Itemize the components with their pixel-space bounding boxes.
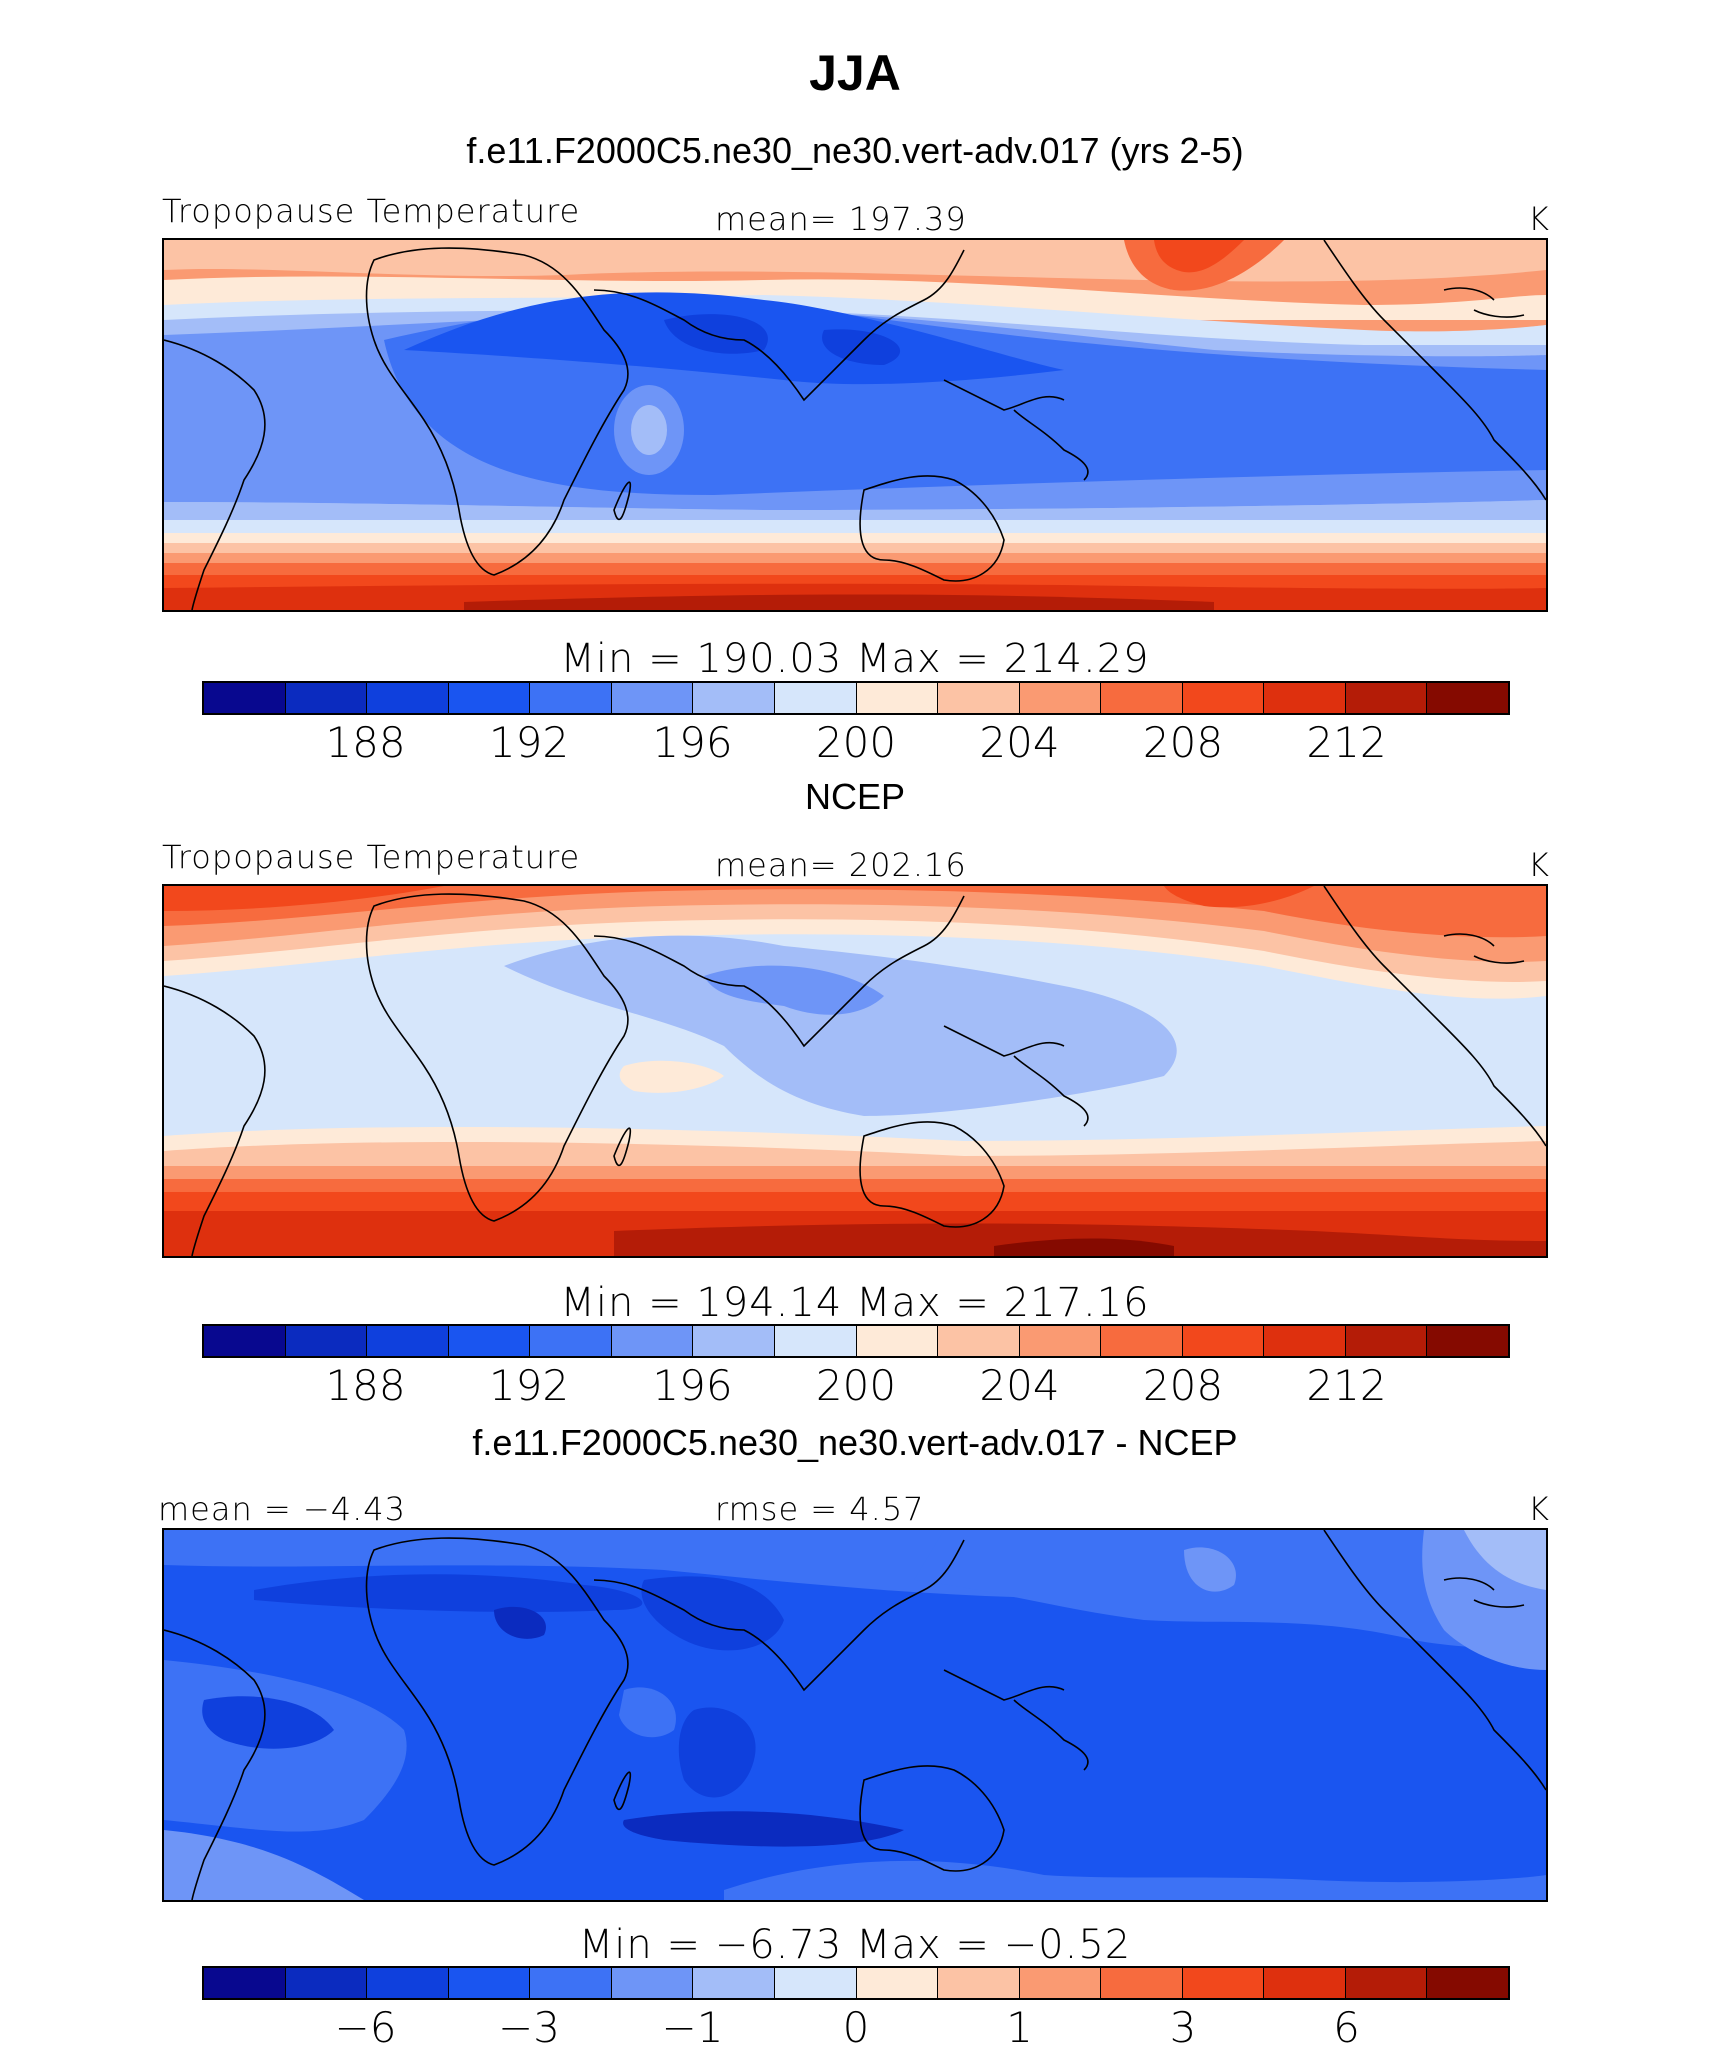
- colorbar-swatch: [938, 1968, 1020, 1998]
- colorbar-swatch: [1101, 1326, 1183, 1356]
- panel-1-minmax: Min = 190.03 Max = 214.29: [560, 636, 1150, 682]
- panel-3-left-label: mean = −4.43: [158, 1490, 406, 1528]
- colorbar-swatch: [1019, 1968, 1102, 1998]
- panel-3-colorbar: [202, 1966, 1510, 2000]
- colorbar-tick-label: −6: [334, 2003, 397, 2052]
- colorbar-swatch: [1427, 1968, 1508, 1998]
- colorbar-swatch: [1182, 683, 1265, 713]
- colorbar-tick-label: 188: [325, 1361, 406, 1410]
- colorbar-swatch: [1182, 1326, 1265, 1356]
- colorbar-swatch: [1345, 683, 1428, 713]
- panel-1-left-label: Tropopause Temperature: [162, 192, 581, 230]
- colorbar-swatch: [693, 683, 775, 713]
- colorbar-swatch: [611, 683, 694, 713]
- colorbar-tick-label: 204: [979, 718, 1060, 767]
- colorbar-swatch: [204, 1968, 286, 1998]
- colorbar-tick-label: −1: [661, 2003, 724, 2052]
- colorbar-swatch: [1101, 1968, 1183, 1998]
- colorbar-tick-label: 196: [652, 1361, 733, 1410]
- colorbar-swatch: [856, 1326, 939, 1356]
- panel-3-units-label: K: [1528, 1490, 1550, 1528]
- figure-title: JJA: [809, 45, 901, 101]
- colorbar-swatch: [285, 1326, 368, 1356]
- colorbar-swatch: [1427, 1326, 1508, 1356]
- colorbar-tick-label: 212: [1306, 1361, 1387, 1410]
- colorbar-tick-label: 192: [488, 718, 570, 767]
- colorbar-swatch: [1264, 1968, 1346, 1998]
- colorbar-tick-label: 208: [1142, 1361, 1224, 1410]
- colorbar-swatch: [1182, 1968, 1265, 1998]
- colorbar-swatch: [1101, 683, 1183, 713]
- colorbar-swatch: [1019, 683, 1102, 713]
- colorbar-swatch: [938, 1326, 1020, 1356]
- colorbar-swatch: [856, 1968, 939, 1998]
- colorbar-swatch: [1345, 1968, 1428, 1998]
- colorbar-swatch: [367, 1968, 449, 1998]
- colorbar-swatch: [611, 1326, 694, 1356]
- colorbar-swatch: [285, 1968, 368, 1998]
- colorbar-swatch: [530, 1326, 612, 1356]
- colorbar-swatch: [530, 1968, 612, 1998]
- panel-1-map: [162, 238, 1548, 612]
- colorbar-tick-label: 196: [652, 718, 733, 767]
- colorbar-swatch: [938, 683, 1020, 713]
- panel-2-left-label: Tropopause Temperature: [162, 838, 581, 876]
- colorbar-swatch: [774, 683, 857, 713]
- panel-3-case-title: f.e11.F2000C5.ne30_ne30.vert-adv.017 - N…: [472, 1422, 1238, 1463]
- colorbar-swatch: [448, 1326, 531, 1356]
- colorbar-tick-label: 188: [325, 718, 406, 767]
- colorbar-swatch: [1264, 1326, 1346, 1356]
- colorbar-tick-label: 208: [1142, 718, 1224, 767]
- colorbar-tick-label: 1: [1006, 2003, 1033, 2052]
- colorbar-swatch: [367, 683, 449, 713]
- colorbar-tick-label: 200: [815, 718, 897, 767]
- panel-2-case-title: NCEP: [804, 776, 906, 817]
- colorbar-swatch: [285, 683, 368, 713]
- panel-1-colorbar: [202, 681, 1510, 715]
- colorbar-swatch: [204, 1326, 286, 1356]
- colorbar-tick-label: 0: [842, 2003, 870, 2052]
- colorbar-swatch: [774, 1326, 857, 1356]
- panel-1-case-title: f.e11.F2000C5.ne30_ne30.vert-adv.017 (yr…: [466, 130, 1244, 171]
- panel-1-center-label: mean= 197.39: [715, 200, 967, 238]
- colorbar-tick-label: 6: [1333, 2003, 1360, 2052]
- colorbar-swatch: [1427, 683, 1508, 713]
- colorbar-swatch: [693, 1968, 775, 1998]
- panel-3-minmax: Min = −6.73 Max = −0.52: [578, 1922, 1132, 1968]
- colorbar-tick-label: 3: [1169, 2003, 1197, 2052]
- colorbar-swatch: [1264, 683, 1346, 713]
- colorbar-swatch: [530, 683, 612, 713]
- panel-2-center-label: mean= 202.16: [715, 846, 967, 884]
- colorbar-tick-label: 192: [488, 1361, 570, 1410]
- colorbar-swatch: [1019, 1326, 1102, 1356]
- colorbar-swatch: [204, 683, 286, 713]
- colorbar-swatch: [448, 1968, 531, 1998]
- colorbar-swatch: [693, 1326, 775, 1356]
- colorbar-tick-label: 212: [1306, 718, 1387, 767]
- colorbar-swatch: [1345, 1326, 1428, 1356]
- panel-2-units-label: K: [1528, 846, 1550, 884]
- colorbar-swatch: [611, 1968, 694, 1998]
- panel-2-colorbar: [202, 1324, 1510, 1358]
- colorbar-swatch: [448, 683, 531, 713]
- panel-1-units-label: K: [1528, 200, 1550, 238]
- colorbar-swatch: [856, 683, 939, 713]
- panel-3-map: [162, 1528, 1548, 1902]
- colorbar-swatch: [367, 1326, 449, 1356]
- panel-2-minmax: Min = 194.14 Max = 217.16: [560, 1280, 1150, 1326]
- colorbar-tick-label: 204: [979, 1361, 1060, 1410]
- colorbar-tick-label: 200: [815, 1361, 897, 1410]
- colorbar-swatch: [774, 1968, 857, 1998]
- panel-3-center-label: rmse = 4.57: [715, 1490, 925, 1528]
- panel-2-map: [162, 884, 1548, 1258]
- colorbar-tick-label: −3: [498, 2003, 560, 2052]
